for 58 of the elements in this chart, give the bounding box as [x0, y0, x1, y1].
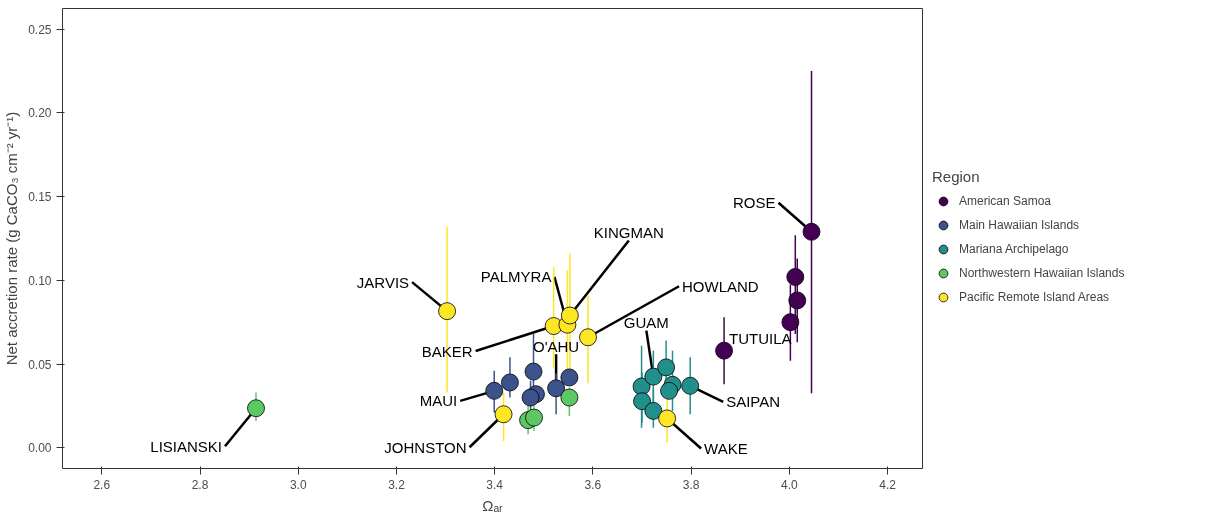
point: [579, 328, 597, 347]
annotation: WAKE: [704, 439, 748, 457]
annotation: HOWLAND: [682, 277, 759, 295]
y-tick-label: 0.10: [28, 273, 52, 288]
legend-label: Main Hawaiian Islands: [959, 218, 1080, 232]
x-axis-title: Ωₐᵣ: [482, 496, 504, 514]
legend-label: Pacific Remote Island Areas: [959, 290, 1110, 304]
x-tick-label: 2.6: [93, 477, 111, 492]
y-tick-label: 0.05: [28, 357, 52, 372]
point: [247, 399, 265, 418]
annotation: GUAM: [623, 314, 669, 332]
point: [525, 408, 543, 427]
x-tick-label: 3.4: [486, 477, 504, 492]
point: [560, 306, 579, 325]
x-tick-label: 3.8: [682, 477, 700, 492]
point: [521, 388, 540, 407]
y-tick-label: 0.00: [28, 441, 52, 456]
point: [644, 367, 663, 386]
x-tick-label: 2.8: [191, 477, 209, 492]
annotation: MAUI: [419, 392, 458, 410]
y-tick-label: 0.20: [28, 106, 52, 121]
point: [786, 268, 805, 286]
point: [438, 302, 456, 321]
x-tick-label: 3.6: [584, 477, 602, 492]
point: [802, 222, 821, 241]
annotation: ROSE: [732, 194, 776, 212]
annotation: LISIANSKI: [150, 437, 223, 455]
y-tick-label: 0.25: [28, 22, 52, 37]
x-tick-label: 4.2: [879, 477, 897, 492]
y-axis-title: Net accretion rate (g CaCO₃ cm⁻² yr⁻¹): [3, 111, 21, 366]
annotation: PALMYRA: [480, 268, 552, 286]
point: [788, 291, 807, 310]
point: [547, 379, 565, 398]
x-tick-label: 4.0: [781, 477, 799, 492]
point: [633, 392, 651, 411]
legend-label: Mariana Archipelago: [959, 242, 1069, 256]
point: [485, 381, 504, 400]
x-tick-label: 3.2: [388, 477, 406, 492]
annotation: KINGMAN: [593, 224, 664, 241]
point: [494, 405, 513, 424]
legend-label: American Samoa: [959, 194, 1052, 208]
annotation: SAIPAN: [726, 393, 781, 411]
legend-label: Northwestern Hawaiian Islands: [959, 266, 1125, 280]
annotation: JOHNSTON: [384, 438, 467, 456]
point: [660, 381, 678, 400]
point: [681, 376, 700, 395]
point: [657, 358, 676, 377]
point: [560, 368, 579, 387]
point: [658, 409, 676, 428]
point: [644, 402, 663, 420]
point: [501, 373, 519, 392]
annotation: JARVIS: [356, 273, 410, 291]
point: [781, 313, 800, 332]
y-tick-label: 0.15: [28, 190, 52, 205]
x-tick-label: 3.0: [289, 477, 307, 492]
point: [524, 362, 543, 381]
point: [560, 388, 579, 407]
legend-title: Region: [932, 168, 981, 185]
